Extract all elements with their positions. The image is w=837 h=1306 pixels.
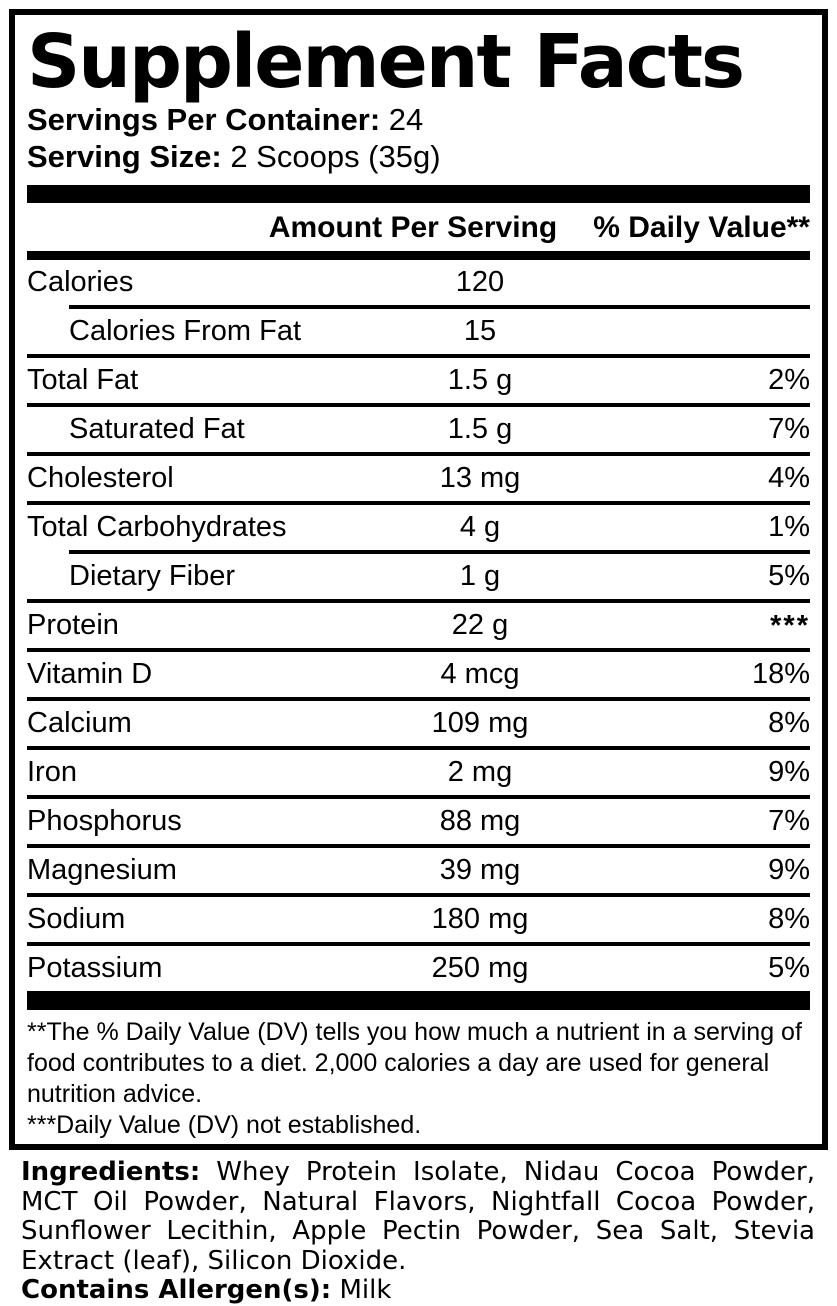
allergen-line: Contains Allergen(s): Milk bbox=[21, 1275, 815, 1306]
nutrient-name: Calories From Fat bbox=[69, 315, 302, 348]
facts-row: Phosphorus 88 mg 7% bbox=[27, 799, 810, 844]
row-separator bbox=[27, 354, 810, 359]
allergen-value: Milk bbox=[339, 1275, 392, 1305]
nutrient-name: Sodium bbox=[27, 903, 126, 936]
nutrient-daily-value: 8% bbox=[768, 903, 810, 936]
facts-row: Iron 2 mg 9% bbox=[27, 750, 810, 795]
nutrient-name: Phosphorus bbox=[27, 805, 182, 838]
nutrient-amount: 88 mg bbox=[439, 805, 521, 838]
nutrient-amount: 1.5 g bbox=[447, 364, 513, 397]
nutrient-name: Calories bbox=[27, 266, 134, 299]
nutrient-daily-value: 8% bbox=[768, 707, 810, 740]
nutrient-name: Magnesium bbox=[27, 854, 177, 887]
facts-column-headers: Amount Per Serving % Daily Value** bbox=[27, 203, 810, 251]
nutrient-name: Iron bbox=[27, 756, 77, 789]
facts-row: Cholesterol 13 mg 4% bbox=[27, 456, 810, 501]
nutrient-name: Protein bbox=[27, 609, 119, 642]
facts-row: Sodium 180 mg 8% bbox=[27, 897, 810, 942]
facts-row: Potassium 250 mg 5% bbox=[27, 946, 810, 991]
facts-row: Magnesium 39 mg 9% bbox=[27, 848, 810, 893]
servings-per-container: Servings Per Container: 24 bbox=[27, 101, 810, 138]
row-separator bbox=[27, 844, 810, 849]
nutrient-amount: 1 g bbox=[459, 560, 501, 593]
row-separator bbox=[27, 942, 810, 947]
ingredients-list: Whey Protein Isolate, Nidau Cocoa Powder… bbox=[21, 1157, 815, 1276]
facts-row: Vitamin D 4 mcg 18% bbox=[27, 652, 810, 697]
facts-row: Calories 120 bbox=[27, 260, 810, 305]
row-separator bbox=[27, 403, 810, 408]
nutrient-daily-value: 18% bbox=[751, 658, 810, 691]
row-separator bbox=[69, 550, 810, 555]
row-separator bbox=[27, 452, 810, 457]
facts-row: Dietary Fiber 1 g 5% bbox=[27, 554, 810, 599]
footnotes: **The % Daily Value (DV) tells you how m… bbox=[27, 1010, 810, 1141]
nutrient-amount: 15 bbox=[463, 315, 497, 348]
nutrient-daily-value: 9% bbox=[768, 756, 810, 789]
facts-rows: Calories 120 Calories From Fat 15 Total … bbox=[27, 260, 810, 991]
header-top-bar bbox=[27, 185, 810, 204]
dv-not-established-footnote: ***Daily Value (DV) not established. bbox=[27, 1111, 422, 1140]
percent-daily-value-header: % Daily Value** bbox=[593, 211, 810, 245]
row-separator bbox=[27, 795, 810, 800]
servings-per-container-value: 24 bbox=[388, 102, 424, 138]
table-bottom-bar bbox=[27, 991, 810, 1011]
nutrient-daily-value: 7% bbox=[768, 805, 810, 838]
nutrient-amount: 180 mg bbox=[431, 903, 529, 936]
nutrient-name: Dietary Fiber bbox=[69, 560, 235, 593]
nutrient-daily-value: 5% bbox=[768, 560, 810, 593]
supplement-facts-panel: Supplement Facts Servings Per Container:… bbox=[9, 9, 828, 1150]
row-separator bbox=[27, 599, 810, 604]
nutrient-daily-value: 9% bbox=[768, 854, 810, 887]
nutrient-daily-value: 4% bbox=[768, 462, 810, 495]
header-bottom-bar bbox=[27, 251, 810, 261]
nutrient-amount: 109 mg bbox=[431, 707, 529, 740]
allergen-label: Contains Allergen(s): bbox=[21, 1275, 332, 1305]
nutrient-name: Saturated Fat bbox=[69, 413, 245, 446]
nutrient-amount: 2 mg bbox=[447, 756, 513, 789]
nutrient-amount: 250 mg bbox=[431, 952, 529, 985]
nutrient-amount: 1.5 g bbox=[447, 413, 513, 446]
row-separator bbox=[27, 697, 810, 702]
row-separator bbox=[27, 501, 810, 506]
nutrient-daily-value: 1% bbox=[768, 511, 810, 544]
ingredients-text: Ingredients: Whey Protein Isolate, Nidau… bbox=[21, 1157, 815, 1276]
row-separator bbox=[27, 893, 810, 898]
nutrient-amount: 120 bbox=[455, 266, 505, 299]
row-separator bbox=[69, 305, 810, 310]
servings-per-container-label: Servings Per Container: bbox=[27, 102, 381, 138]
nutrient-daily-value: 5% bbox=[768, 952, 810, 985]
daily-value-footnote: **The % Daily Value (DV) tells you how m… bbox=[27, 1018, 802, 1109]
nutrient-name: Total Carbohydrates bbox=[27, 511, 287, 544]
serving-size-label: Serving Size: bbox=[27, 139, 222, 175]
row-separator bbox=[27, 746, 810, 751]
nutrient-amount: 22 g bbox=[451, 609, 509, 642]
nutrient-name: Total Fat bbox=[27, 364, 139, 397]
nutrient-amount: 13 mg bbox=[439, 462, 521, 495]
nutrient-amount: 4 mcg bbox=[440, 658, 520, 691]
facts-row: Calcium 109 mg 8% bbox=[27, 701, 810, 746]
nutrient-daily-value: 2% bbox=[768, 364, 810, 397]
nutrient-daily-value: 7% bbox=[768, 413, 810, 446]
ingredients-label: Ingredients: bbox=[21, 1157, 201, 1187]
facts-row: Total Carbohydrates 4 g 1% bbox=[27, 505, 810, 550]
nutrient-daily-value: *** bbox=[770, 610, 810, 643]
nutrient-name: Vitamin D bbox=[27, 658, 153, 691]
facts-row: Total Fat 1.5 g 2% bbox=[27, 358, 810, 403]
row-separator bbox=[27, 648, 810, 653]
panel-title: Supplement Facts bbox=[27, 19, 745, 105]
facts-row: Calories From Fat 15 bbox=[27, 309, 810, 354]
nutrient-name: Potassium bbox=[27, 952, 163, 985]
facts-row: Protein 22 g *** bbox=[27, 603, 810, 648]
nutrient-amount: 4 g bbox=[459, 511, 501, 544]
serving-size: Serving Size: 2 Scoops (35g) bbox=[27, 138, 810, 175]
nutrient-name: Calcium bbox=[27, 707, 132, 740]
amount-per-serving-header: Amount Per Serving bbox=[268, 211, 558, 245]
serving-size-value: 2 Scoops (35g) bbox=[230, 139, 441, 175]
nutrient-amount: 39 mg bbox=[439, 854, 521, 887]
facts-row: Saturated Fat 1.5 g 7% bbox=[27, 407, 810, 452]
ingredients-section: Ingredients: Whey Protein Isolate, Nidau… bbox=[21, 1157, 815, 1306]
nutrient-name: Cholesterol bbox=[27, 462, 174, 495]
